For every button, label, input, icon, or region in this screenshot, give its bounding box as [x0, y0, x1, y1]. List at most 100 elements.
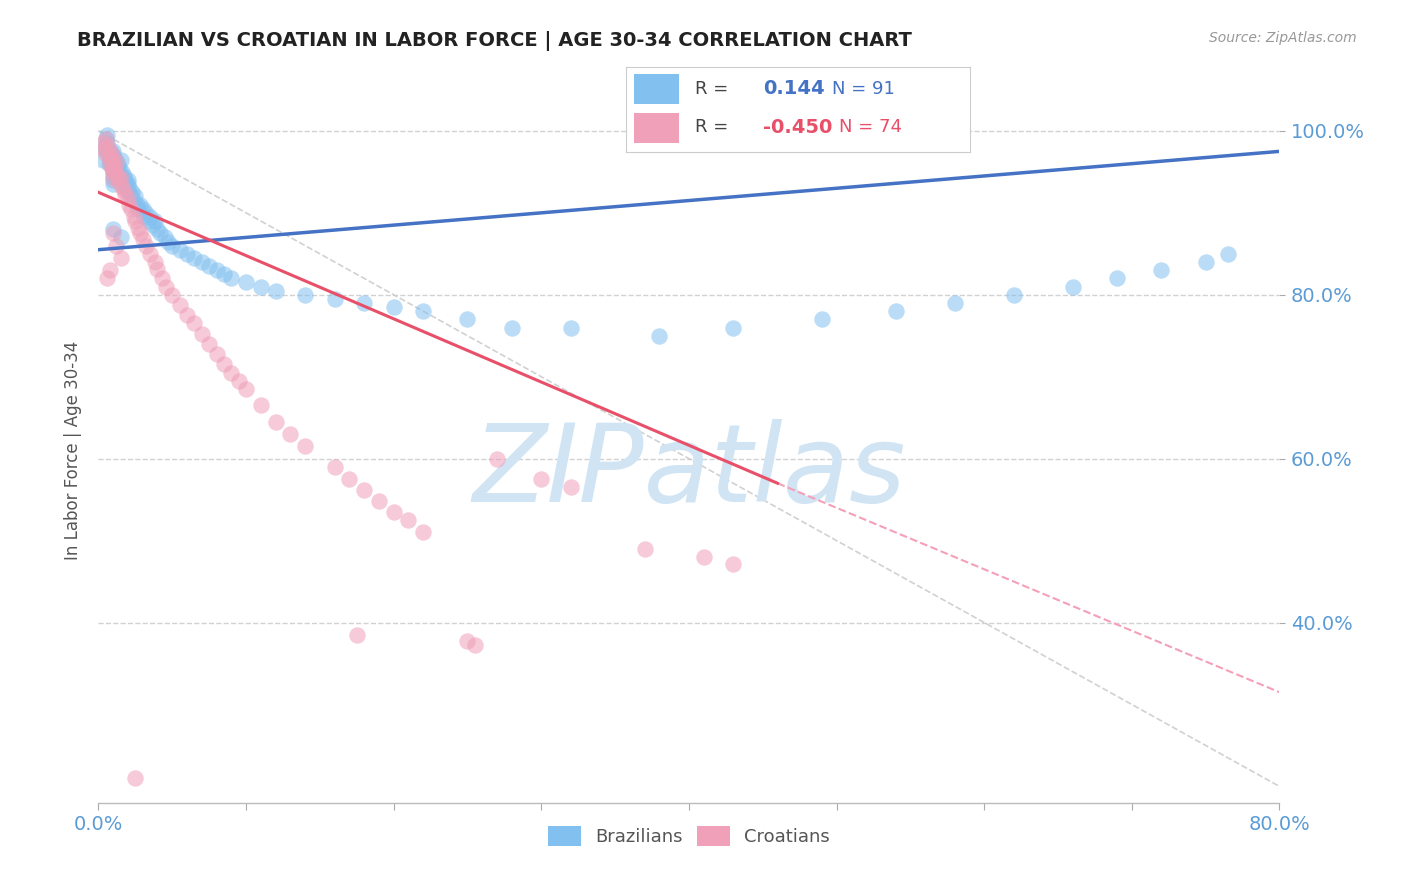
Text: ZIPatlas: ZIPatlas — [472, 419, 905, 524]
Text: R =: R = — [695, 118, 734, 136]
Point — [1216, 247, 1239, 261]
Point — [103, 165, 125, 179]
Point — [634, 541, 657, 556]
Point — [107, 169, 129, 184]
Point — [103, 161, 125, 175]
Point — [94, 132, 117, 146]
Point — [112, 183, 135, 197]
Point — [103, 148, 125, 162]
Point — [125, 197, 148, 211]
Point — [501, 320, 523, 334]
Point — [98, 145, 121, 159]
Point — [96, 128, 118, 142]
Point — [353, 296, 375, 310]
Point — [191, 255, 214, 269]
Point — [97, 150, 120, 164]
Point — [221, 366, 243, 380]
Point — [235, 382, 257, 396]
Point — [693, 549, 716, 564]
Point — [110, 251, 132, 265]
Point — [93, 142, 115, 156]
Point — [103, 165, 125, 179]
Point — [103, 227, 125, 241]
Point — [117, 173, 139, 187]
Point — [94, 146, 117, 161]
Point — [111, 165, 134, 179]
Point — [146, 222, 169, 236]
Point — [96, 271, 118, 285]
Point — [264, 284, 287, 298]
Point — [112, 169, 135, 183]
Point — [943, 296, 966, 310]
Point — [132, 232, 155, 246]
Point — [93, 140, 115, 154]
Point — [382, 505, 405, 519]
Point — [143, 214, 166, 228]
Point — [91, 153, 114, 167]
Point — [117, 191, 139, 205]
Point — [205, 263, 228, 277]
Point — [169, 243, 191, 257]
Point — [98, 153, 121, 167]
Point — [294, 439, 316, 453]
Point — [98, 263, 121, 277]
Point — [105, 238, 128, 252]
Text: -0.450: -0.450 — [763, 118, 832, 136]
Point — [96, 136, 118, 151]
Point — [155, 279, 177, 293]
Point — [118, 181, 141, 195]
Point — [97, 156, 120, 170]
Point — [250, 279, 273, 293]
Point — [100, 156, 122, 170]
Text: BRAZILIAN VS CROATIAN IN LABOR FORCE | AGE 30-34 CORRELATION CHART: BRAZILIAN VS CROATIAN IN LABOR FORCE | A… — [77, 31, 912, 51]
Point — [100, 161, 122, 175]
Point — [146, 261, 169, 276]
Point — [156, 235, 179, 249]
Point — [191, 327, 214, 342]
Point — [323, 292, 346, 306]
Text: 0.144: 0.144 — [763, 79, 825, 98]
Point — [103, 222, 125, 236]
Point — [138, 214, 160, 228]
Text: Source: ZipAtlas.com: Source: ZipAtlas.com — [1209, 31, 1357, 45]
Point — [114, 173, 136, 187]
Point — [127, 202, 149, 216]
Point — [162, 287, 183, 301]
Text: R =: R = — [695, 79, 734, 97]
Point — [205, 347, 228, 361]
Point — [530, 472, 553, 486]
Point — [235, 276, 257, 290]
Point — [111, 179, 134, 194]
Point — [648, 328, 671, 343]
Point — [346, 628, 368, 642]
Bar — [634, 112, 679, 143]
Point — [884, 304, 907, 318]
Point — [110, 171, 132, 186]
Point — [176, 308, 198, 322]
Point — [457, 312, 479, 326]
Point — [198, 337, 221, 351]
Point — [104, 161, 127, 175]
Point — [457, 633, 479, 648]
Point — [97, 148, 120, 162]
Point — [464, 639, 486, 653]
Point — [110, 230, 132, 244]
Point — [132, 202, 155, 216]
Point — [104, 156, 127, 170]
Point — [103, 158, 125, 172]
Point — [176, 247, 198, 261]
Point — [110, 169, 132, 183]
Point — [486, 451, 509, 466]
Point — [100, 148, 122, 162]
Point — [103, 153, 125, 167]
Point — [339, 472, 361, 486]
Point — [94, 132, 117, 146]
Text: N = 91: N = 91 — [832, 79, 896, 97]
Point — [117, 186, 139, 200]
Point — [105, 167, 128, 181]
Point — [560, 320, 582, 334]
Point — [810, 312, 832, 326]
Point — [212, 268, 235, 282]
Point — [122, 210, 145, 224]
Point — [560, 480, 582, 494]
